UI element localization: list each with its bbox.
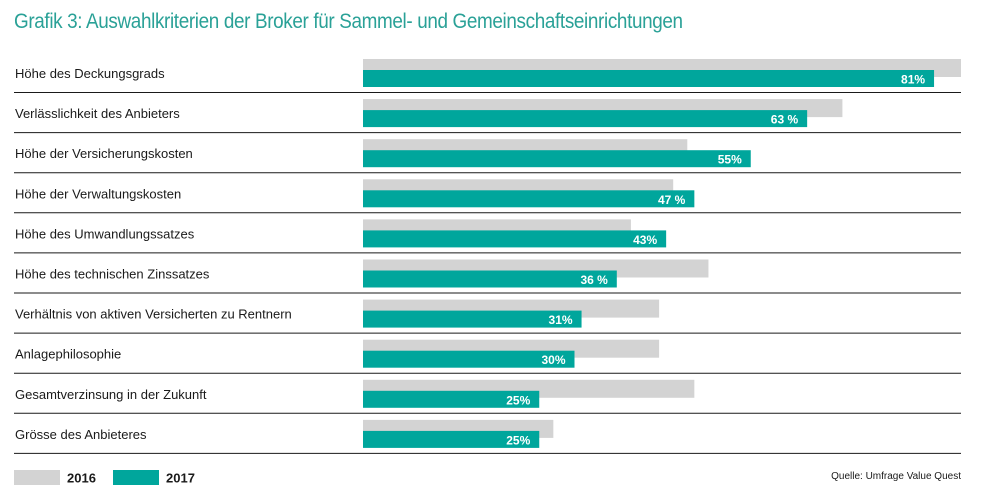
- value-label-2017: 25%: [506, 393, 530, 407]
- value-label-2017: 25%: [506, 433, 530, 447]
- bar-2017: [363, 430, 540, 448]
- category-label: Höhe des technischen Zinssatzes: [15, 267, 210, 282]
- bar-2017: [363, 390, 540, 408]
- category-label: Höhe des Umwandlungssatzes: [15, 226, 195, 241]
- bar-2017: [363, 310, 582, 328]
- legend-swatch-2017: [113, 470, 159, 485]
- category-label: Höhe der Verwaltungskosten: [15, 186, 181, 201]
- value-label-2017: 36 %: [580, 273, 608, 287]
- chart-title: Grafik 3: Auswahlkriterien der Broker fü…: [14, 10, 683, 33]
- legend-swatch-2016: [14, 470, 60, 485]
- category-label: Verhältnis von aktiven Versicherten zu R…: [15, 307, 292, 322]
- legend-label-2016: 2016: [67, 471, 96, 486]
- category-label: Gesamtverzinsung in der Zukunft: [15, 387, 207, 402]
- category-label: Höhe des Deckungsgrads: [15, 66, 165, 81]
- value-label-2017: 47 %: [658, 193, 686, 207]
- value-label-2017: 55%: [718, 153, 742, 167]
- value-label-2017: 81%: [901, 73, 925, 87]
- bar-2017: [363, 270, 617, 288]
- category-label: Grösse des Anbieteres: [15, 427, 147, 442]
- bar-2017: [363, 150, 751, 168]
- category-label: Höhe der Versicherungskosten: [15, 146, 193, 161]
- bar-2017: [363, 350, 575, 368]
- category-label: Anlagephilosophie: [15, 347, 121, 362]
- value-label-2017: 30%: [541, 353, 565, 367]
- source-note: Quelle: Umfrage Value Quest: [831, 471, 961, 482]
- value-label-2017: 63 %: [771, 113, 799, 127]
- bar-2017: [363, 190, 695, 208]
- legend-label-2017: 2017: [166, 471, 195, 486]
- bar-2017: [363, 230, 667, 248]
- bar-2017: [363, 70, 935, 87]
- value-label-2017: 43%: [633, 233, 657, 247]
- value-label-2017: 31%: [549, 313, 573, 327]
- category-label: Verlässlichkeit des Anbieters: [15, 106, 180, 121]
- bar-2017: [363, 110, 808, 128]
